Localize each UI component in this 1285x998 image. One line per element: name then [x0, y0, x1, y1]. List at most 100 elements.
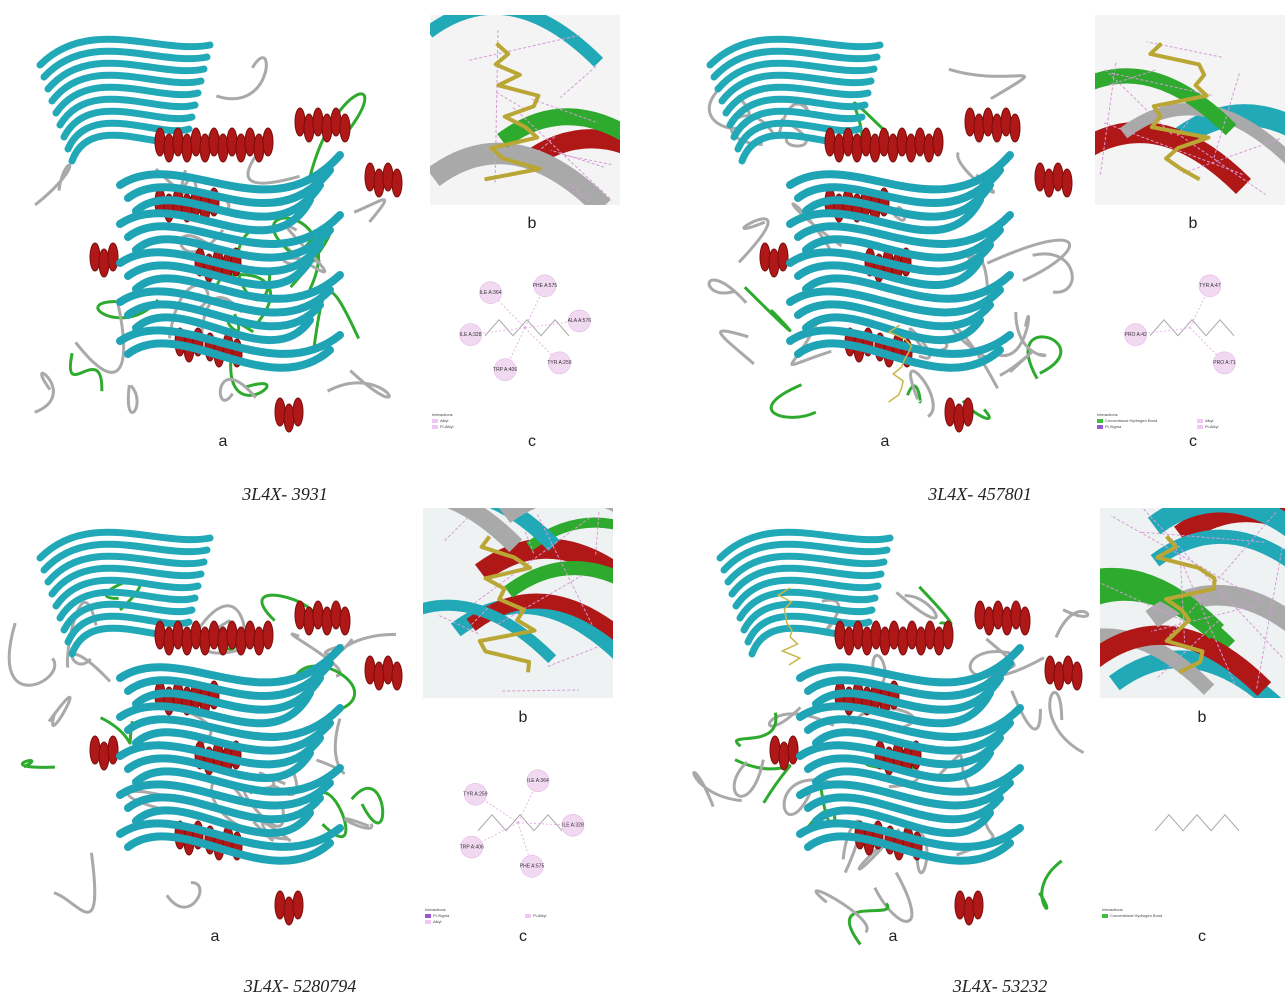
loop — [1028, 337, 1061, 379]
helix — [993, 601, 1003, 629]
helix — [191, 621, 201, 649]
loop — [736, 713, 775, 747]
helix — [853, 621, 863, 649]
helix — [1072, 662, 1082, 690]
panel-label: b — [1198, 709, 1207, 726]
helix — [263, 128, 273, 156]
loop — [1016, 312, 1045, 356]
legend-title: Interactions — [1102, 907, 1123, 912]
loop — [949, 69, 1025, 98]
caption: 3L4X- 53232 — [952, 976, 1048, 996]
loop — [745, 287, 790, 330]
helix — [236, 134, 246, 162]
loop — [896, 592, 936, 618]
loop — [987, 240, 1069, 280]
helix — [879, 128, 889, 156]
residue-label: PHE A:575 — [520, 864, 545, 870]
loop — [35, 373, 54, 412]
legend-swatch — [1097, 419, 1103, 423]
helix — [331, 108, 341, 136]
helix — [916, 627, 926, 655]
helix — [284, 897, 294, 925]
helix — [933, 128, 943, 156]
protein-structure — [35, 39, 402, 432]
helix — [275, 891, 285, 919]
helix — [173, 621, 183, 649]
helix — [99, 249, 109, 277]
loop — [72, 654, 110, 681]
legend-label: Conventional Hydrogen Bond — [1110, 913, 1162, 918]
loop — [771, 385, 816, 418]
helix — [340, 607, 350, 635]
helix — [155, 128, 165, 156]
helix — [924, 134, 934, 162]
helix — [191, 128, 201, 156]
helix — [906, 134, 916, 162]
helix — [200, 627, 210, 655]
legend-swatch — [425, 914, 431, 918]
residue-label: ILE A:364 — [527, 778, 549, 784]
helix — [871, 621, 881, 649]
helix — [108, 243, 118, 271]
helix — [227, 128, 237, 156]
legend-label: Alkyl — [1205, 418, 1214, 423]
helix — [1054, 662, 1064, 690]
helix — [313, 601, 323, 629]
residue-label: PRO A:71 — [1213, 360, 1235, 366]
legend-label: Pi-Sigma — [433, 913, 450, 918]
helix — [770, 736, 780, 764]
loop — [128, 385, 137, 412]
helix — [984, 607, 994, 635]
residue-label: ILE A:328 — [562, 823, 584, 829]
helix — [365, 163, 375, 191]
legend-label: Pi-Alkyl — [1205, 424, 1218, 429]
helix — [889, 621, 899, 649]
helix — [295, 108, 305, 136]
caption: 3L4X- 457801 — [927, 484, 1032, 504]
helix — [888, 134, 898, 162]
helix — [200, 134, 210, 162]
helix — [227, 621, 237, 649]
panel-label: b — [528, 215, 537, 232]
helix — [322, 114, 332, 142]
residue-label: ALA A:576 — [568, 318, 592, 324]
loop — [342, 634, 396, 650]
legend-label: Alkyl — [433, 919, 442, 924]
helix — [284, 404, 294, 432]
helix — [90, 736, 100, 764]
helix — [254, 134, 264, 162]
panel-label: a — [211, 928, 220, 945]
protein-structure — [9, 532, 402, 925]
residue-label: PHE A:575 — [533, 283, 558, 289]
helix — [383, 163, 393, 191]
residue-label: TYR A:259 — [547, 360, 571, 366]
loop — [354, 200, 384, 222]
loop — [1039, 861, 1061, 909]
loop — [352, 788, 383, 823]
helix — [173, 128, 183, 156]
legend-label: Pi-Alkyl — [440, 424, 453, 429]
panel-label: a — [219, 433, 228, 450]
helix — [155, 621, 165, 649]
helix — [870, 134, 880, 162]
interaction-diagram: TYR A:47PRO A:71PRO A:42InteractionsConv… — [1097, 275, 1236, 429]
helix — [1045, 656, 1055, 684]
helix — [843, 128, 853, 156]
legend-label: Pi-Alkyl — [533, 913, 546, 918]
helix — [99, 742, 109, 770]
loop — [1056, 610, 1088, 638]
helix — [1063, 656, 1073, 684]
loop — [849, 903, 888, 944]
helix — [245, 621, 255, 649]
helix — [304, 114, 314, 142]
helix — [263, 621, 273, 649]
helix — [293, 891, 303, 919]
helix — [182, 627, 192, 655]
helix — [788, 736, 798, 764]
legend-title: Interactions — [432, 412, 453, 417]
helix — [245, 128, 255, 156]
helix — [295, 601, 305, 629]
helix — [1001, 108, 1011, 136]
residue-label: ILE A:328 — [460, 332, 482, 338]
